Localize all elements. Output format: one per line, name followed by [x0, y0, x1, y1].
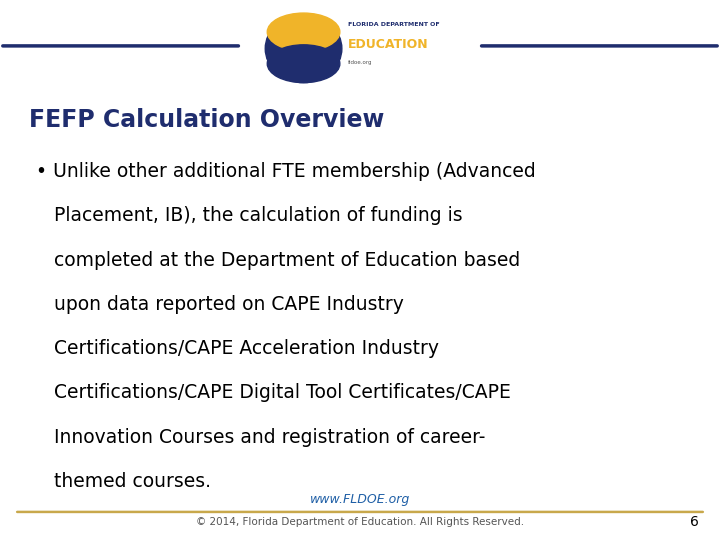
Text: Certifications/CAPE Digital Tool Certificates/CAPE: Certifications/CAPE Digital Tool Certifi… [36, 383, 511, 402]
Text: themed courses.: themed courses. [36, 472, 211, 491]
Text: fldoe.org: fldoe.org [348, 60, 372, 65]
Text: Innovation Courses and registration of career-: Innovation Courses and registration of c… [36, 428, 485, 447]
Ellipse shape [267, 45, 340, 83]
Text: EDUCATION: EDUCATION [348, 38, 428, 51]
Text: 6: 6 [690, 515, 698, 529]
Ellipse shape [265, 15, 342, 83]
Text: www.FLDOE.org: www.FLDOE.org [310, 493, 410, 506]
Text: Certifications/CAPE Acceleration Industry: Certifications/CAPE Acceleration Industr… [36, 339, 439, 358]
Text: completed at the Department of Education based: completed at the Department of Education… [36, 251, 521, 269]
Text: FLORIDA DEPARTMENT OF: FLORIDA DEPARTMENT OF [348, 22, 439, 27]
Ellipse shape [267, 13, 340, 51]
Text: upon data reported on CAPE Industry: upon data reported on CAPE Industry [36, 295, 404, 314]
Text: Placement, IB), the calculation of funding is: Placement, IB), the calculation of fundi… [36, 206, 463, 225]
Text: • Unlike other additional FTE membership (Advanced: • Unlike other additional FTE membership… [36, 162, 536, 181]
Text: FEFP Calculation Overview: FEFP Calculation Overview [29, 108, 384, 132]
Text: © 2014, Florida Department of Education. All Rights Reserved.: © 2014, Florida Department of Education.… [196, 517, 524, 527]
